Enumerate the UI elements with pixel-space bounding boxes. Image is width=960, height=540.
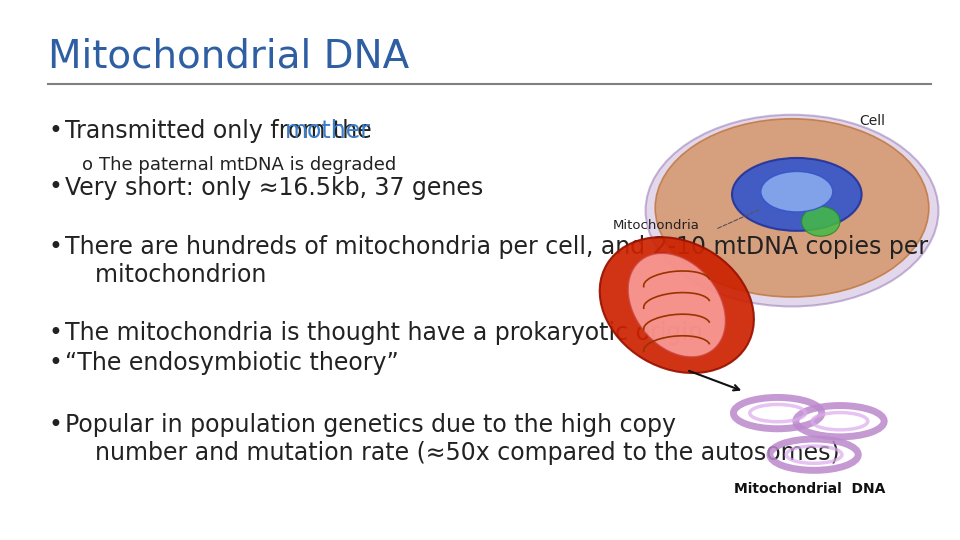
Text: Popular in population genetics due to the high copy
    number and mutation rate: Popular in population genetics due to th… [65,413,840,465]
Ellipse shape [655,119,928,297]
Text: •: • [48,413,61,437]
Text: •: • [48,235,61,259]
Text: The mitochondria is thought have a prokaryotic origin: The mitochondria is thought have a proka… [65,321,703,345]
Text: Very short: only ≈16.5kb, 37 genes: Very short: only ≈16.5kb, 37 genes [65,176,484,199]
Text: Mitochondrial  DNA: Mitochondrial DNA [733,482,885,496]
Text: o: o [82,156,92,173]
Text: •: • [48,119,61,143]
Text: Cell: Cell [859,114,885,129]
Ellipse shape [732,158,861,231]
Ellipse shape [628,253,726,357]
Text: There are hundreds of mitochondria per cell, and 2-10 mtDNA copies per
    mitoc: There are hundreds of mitochondria per c… [65,235,928,287]
Ellipse shape [600,237,754,373]
Ellipse shape [760,172,832,212]
Ellipse shape [645,115,938,307]
Ellipse shape [802,206,840,237]
Text: “The endosymbiotic theory”: “The endosymbiotic theory” [65,351,399,375]
Text: The paternal mtDNA is degraded: The paternal mtDNA is degraded [99,156,396,173]
Text: •: • [48,351,61,375]
Text: •: • [48,321,61,345]
Text: Mitochondrial DNA: Mitochondrial DNA [48,38,409,76]
Text: Mitochondria: Mitochondria [612,219,699,232]
Text: Transmitted only from the: Transmitted only from the [65,119,379,143]
Text: •: • [48,176,61,199]
Text: mother: mother [285,119,371,143]
